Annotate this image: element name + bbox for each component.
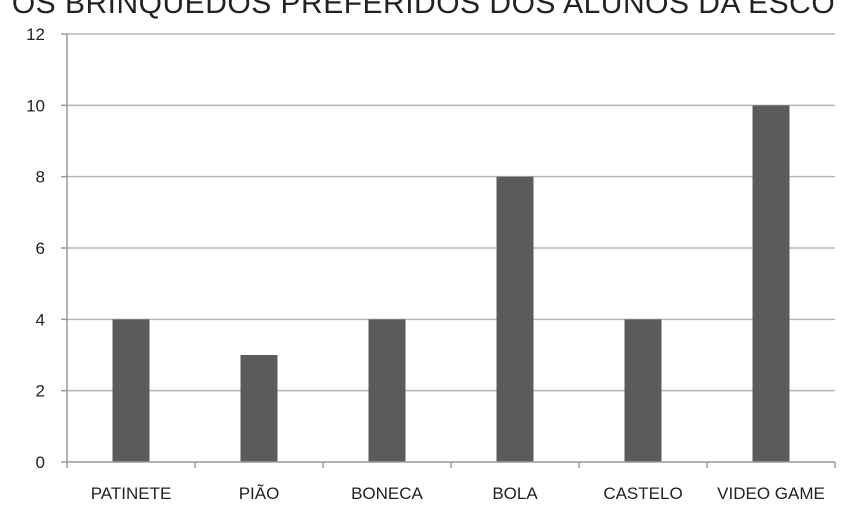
x-category-label: VIDEO GAME <box>717 484 825 503</box>
bar-castelo <box>624 319 662 462</box>
labels: 0 2 4 6 8 10 12 PATINETE PIÃO BONECA BOLA CASTELO VI… <box>26 25 825 503</box>
x-category-label: BONECA <box>351 484 423 503</box>
bar-pião <box>240 355 278 462</box>
bar-boneca <box>368 319 406 462</box>
x-category-label: PIÃO <box>239 484 280 503</box>
x-category-label: PATINETE <box>91 484 172 503</box>
y-tick-label: 8 <box>36 168 45 187</box>
y-tick-label: 10 <box>26 96 45 115</box>
y-tick-label: 6 <box>36 239 45 258</box>
bars <box>112 105 790 462</box>
y-tick-label: 12 <box>26 25 45 44</box>
bar-video-game <box>752 105 790 462</box>
bar-bola <box>496 176 534 462</box>
y-tick-label: 2 <box>36 382 45 401</box>
y-tick-label: 4 <box>36 310 45 329</box>
y-tick-label: 0 <box>36 453 45 472</box>
x-category-label: CASTELO <box>603 484 682 503</box>
axes <box>61 33 836 468</box>
bar-patinete <box>112 319 150 462</box>
x-category-label: BOLA <box>492 484 538 503</box>
gridlines <box>67 33 835 392</box>
chart-title: OS BRINQUEDOS PREFERIDOS DOS ALUNOS DA E… <box>11 0 836 20</box>
